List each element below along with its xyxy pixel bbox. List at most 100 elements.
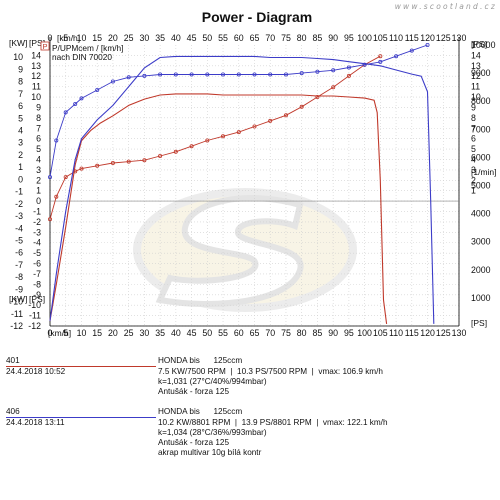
kw-tick-2: 2 [18,150,23,160]
series-406-rpm-line [49,44,428,178]
kw-tick-1: 1 [18,162,23,172]
right-ps-tick-1: 1 [471,186,476,196]
rpm-tick-2000: 2000 [471,265,491,275]
ps-tick-8: 8 [36,113,41,123]
rpm-tick-10000: 10000 [471,40,496,50]
kw-tick-3: 3 [18,138,23,148]
ps-tick--9: -9 [33,290,41,300]
ps-tick-11: 11 [32,82,41,92]
right-ps-tick-3: 3 [471,165,476,175]
series-401-rpm-point [331,85,336,90]
kw-tick--2: -2 [15,199,23,209]
ps-tick--7: -7 [33,269,41,279]
x-tick-top-110: 110 [389,33,403,43]
kw-unit-top: [KW] [9,38,27,48]
x-tick-bottom-0: 0 [48,328,53,338]
series-406-rpm-point [331,68,336,73]
x-unit-bottom: [km/h] [48,328,71,338]
site-watermark: www.scootland.cz [395,2,497,11]
x-tick-top-105: 105 [373,33,388,43]
right-ps-tick-2: 2 [471,175,476,185]
kw-tick-7: 7 [18,89,23,99]
series-406-rpm-point [378,59,383,64]
series-406-rpm-point [425,43,430,48]
x-tick-top-25: 25 [124,33,134,43]
series-401-rpm-point [110,160,115,165]
rpm-tick-3000: 3000 [471,237,491,247]
run-401-id: 401 [6,356,20,365]
rpm-tick-9000: 9000 [471,68,491,78]
ps-tick-12: 12 [31,71,41,81]
x-unit-top: [km/h] [57,33,80,43]
series-406-rpm-point [79,96,84,101]
series-406-rpm-point [73,102,78,107]
series-406-rpm-point [299,71,304,76]
ps-tick-6: 6 [36,134,41,144]
ps-tick--3: -3 [33,227,41,237]
ps-unit-bottom: [PS] [29,294,45,304]
ps-tick-5: 5 [36,144,41,154]
ps-tick-13: 13 [31,61,41,71]
series-401-rpm-point [236,130,241,135]
run-info-401: 401 24.4.2018 10:52 HONDA bis 125ccm 7.5… [6,356,494,406]
rpm-tick-6000: 6000 [471,152,491,162]
right-ps-tick-4: 4 [471,154,476,164]
x-tick-bottom-30: 30 [139,328,149,338]
ps-tick--11: -11 [29,311,41,321]
series-401-rpm-point [73,169,78,174]
chart-title: Power - Diagram [202,9,312,25]
x-tick-bottom-15: 15 [92,328,102,338]
x-tick-bottom-60: 60 [234,328,244,338]
x-tick-top-50: 50 [202,33,212,43]
run-406-line-2: 10.2 KW/8801 RPM | 13.9 PS/8801 RPM | vm… [158,418,388,427]
series-401-rpm-point [378,54,383,59]
kw-tick-9: 9 [18,64,23,74]
run-406-swatch [6,417,156,418]
right-ps-tick-13: 13 [471,61,481,71]
run-406-line-3: k=1,034 (28°C/36%/993mbar) [158,428,267,437]
kw-tick-8: 8 [18,77,23,87]
ps-tick--5: -5 [33,248,41,258]
x-tick-bottom-25: 25 [124,328,134,338]
series-401-rpm-point [205,138,210,143]
ps-tick-10: 10 [31,92,41,102]
kw-tick-0: 0 [18,174,23,184]
x-tick-bottom-90: 90 [328,328,338,338]
series-406-rpm-point [54,138,59,143]
series-406-rpm-point [252,72,257,77]
series-406-rpm-point [268,72,273,77]
series-406-rpm-point [173,72,178,77]
grid [49,45,460,327]
run-401-line-1: HONDA bis 125ccm [158,356,243,365]
x-tick-bottom-105: 105 [373,328,388,338]
x-tick-top-65: 65 [250,33,260,43]
x-tick-bottom-75: 75 [281,328,291,338]
rpm-unit: [1/min] [471,167,497,177]
x-tick-top-15: 15 [92,33,102,43]
series-406-power-line [49,55,435,324]
series-401-rpm-point [268,118,273,123]
ps-tick-1: 1 [36,186,41,196]
series-406-rpm-point [142,73,147,78]
x-tick-top-100: 100 [357,33,372,43]
right-ps-tick-7: 7 [471,123,476,133]
x-tick-top-125: 125 [436,33,451,43]
series-401-rpm-point [283,113,288,118]
series-406-rpm-point [48,175,53,180]
series-401-rpm-point [315,95,320,100]
run-401-line-4: Antušák - forza 125 [158,387,229,396]
series-406-rpm-point [409,48,414,53]
x-tick-bottom-55: 55 [218,328,228,338]
legend-norm: nach DIN 70020 [52,52,112,62]
kw-tick--8: -8 [15,272,23,282]
right-ps-tick-6: 6 [471,134,476,144]
x-tick-bottom-80: 80 [297,328,307,338]
x-tick-top-30: 30 [139,33,149,43]
x-tick-bottom-10: 10 [77,328,87,338]
x-tick-top-115: 115 [405,33,419,43]
run-401-line-3: k=1,031 (27°C/40%/994mbar) [158,377,267,386]
run-406-line-5: akrap multivar 10g bílá kontr [158,448,262,457]
ps-tick-7: 7 [36,123,41,133]
x-tick-top-10: 10 [77,33,87,43]
series-401-rpm-point [299,104,304,109]
